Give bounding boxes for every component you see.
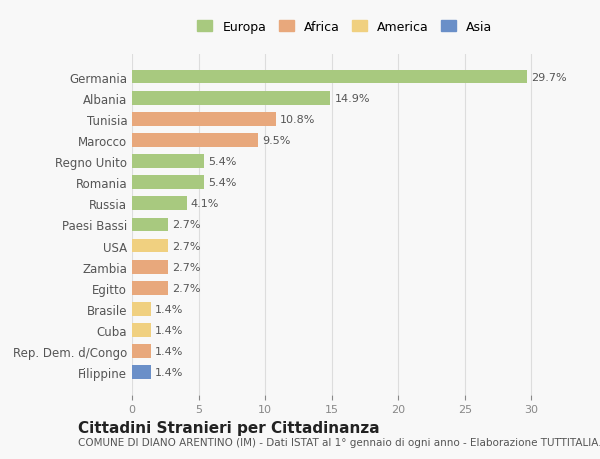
Text: 10.8%: 10.8%: [280, 115, 315, 124]
Text: 1.4%: 1.4%: [155, 325, 183, 335]
Bar: [132, 92, 331, 105]
Text: 1.4%: 1.4%: [155, 347, 183, 356]
Text: 14.9%: 14.9%: [334, 94, 370, 103]
Text: 1.4%: 1.4%: [155, 368, 183, 377]
Text: 5.4%: 5.4%: [208, 178, 236, 188]
Bar: [132, 239, 168, 253]
Text: 2.7%: 2.7%: [172, 241, 200, 251]
Bar: [132, 112, 276, 126]
Text: 4.1%: 4.1%: [191, 199, 219, 209]
Bar: [132, 302, 151, 316]
Bar: [132, 71, 527, 84]
Text: 2.7%: 2.7%: [172, 220, 200, 230]
Text: 2.7%: 2.7%: [172, 262, 200, 272]
Bar: [132, 281, 168, 295]
Bar: [132, 197, 187, 211]
Bar: [132, 366, 151, 379]
Text: COMUNE DI DIANO ARENTINO (IM) - Dati ISTAT al 1° gennaio di ogni anno - Elaboraz: COMUNE DI DIANO ARENTINO (IM) - Dati IST…: [78, 437, 600, 447]
Text: 5.4%: 5.4%: [208, 157, 236, 167]
Bar: [132, 176, 204, 190]
Legend: Europa, Africa, America, Asia: Europa, Africa, America, Asia: [194, 17, 496, 38]
Text: 9.5%: 9.5%: [262, 135, 291, 146]
Bar: [132, 218, 168, 232]
Text: 29.7%: 29.7%: [532, 73, 567, 82]
Bar: [132, 260, 168, 274]
Text: 2.7%: 2.7%: [172, 283, 200, 293]
Text: 1.4%: 1.4%: [155, 304, 183, 314]
Bar: [132, 345, 151, 358]
Bar: [132, 134, 259, 147]
Bar: [132, 324, 151, 337]
Text: Cittadini Stranieri per Cittadinanza: Cittadini Stranieri per Cittadinanza: [78, 420, 380, 435]
Bar: [132, 155, 204, 168]
